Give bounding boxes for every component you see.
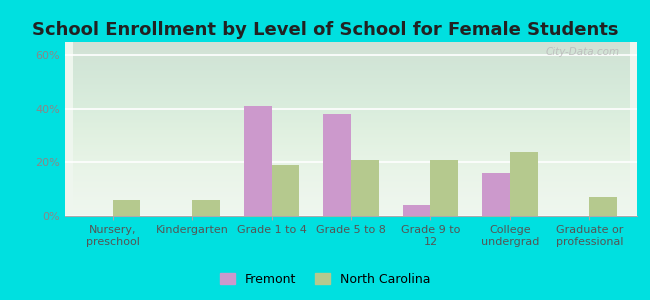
Bar xyxy=(323,114,351,216)
Bar xyxy=(351,160,379,216)
Bar xyxy=(272,165,300,216)
Bar xyxy=(590,197,617,216)
Bar xyxy=(430,160,458,216)
Legend: Fremont, North Carolina: Fremont, North Carolina xyxy=(214,268,436,291)
Bar xyxy=(510,152,538,216)
Bar xyxy=(192,200,220,216)
Bar xyxy=(482,173,510,216)
Bar xyxy=(112,200,140,216)
Text: City-Data.com: City-Data.com xyxy=(546,47,620,57)
Bar xyxy=(402,205,430,216)
Text: School Enrollment by Level of School for Female Students: School Enrollment by Level of School for… xyxy=(32,21,618,39)
Bar xyxy=(244,106,272,216)
